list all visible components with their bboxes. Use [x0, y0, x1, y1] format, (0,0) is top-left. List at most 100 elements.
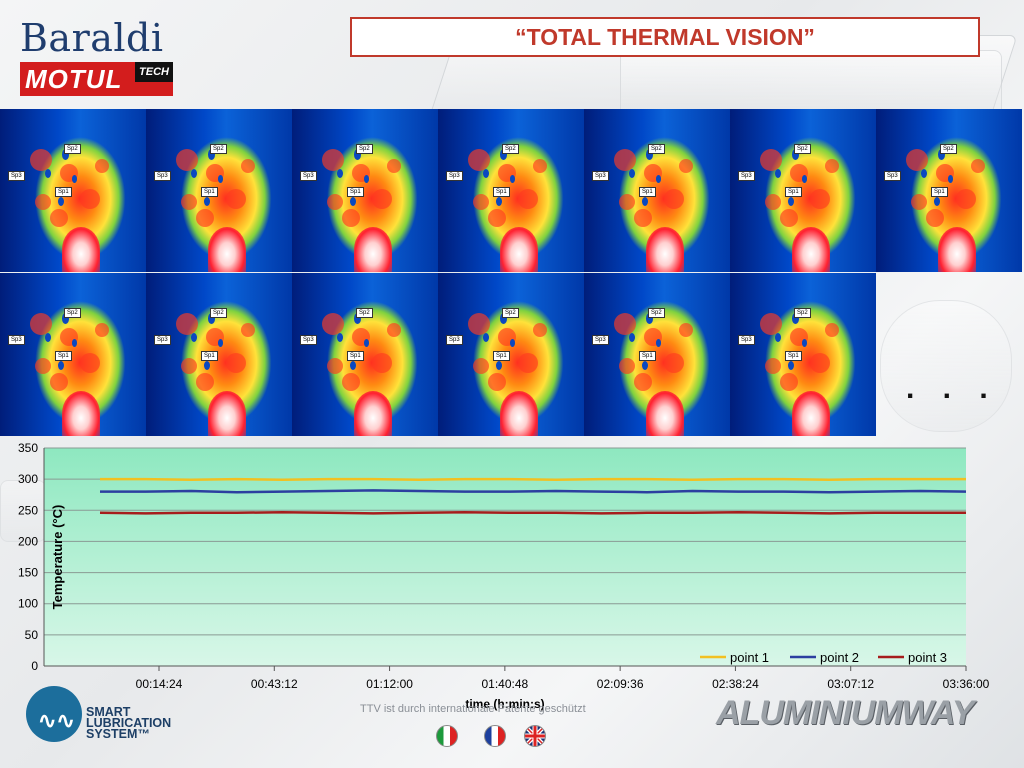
sls-wordmark: SMART LUBRICATION SYSTEM™: [86, 706, 172, 741]
hot-spot: [342, 373, 360, 391]
aluminiumway-logo: ALUMINIUMWAY: [716, 694, 974, 732]
thermal-image: Sp1 Sp2 Sp3: [0, 273, 146, 436]
cold-spot: [642, 197, 648, 206]
hot-spot: [926, 209, 944, 227]
hot-spot: [50, 209, 68, 227]
legend-label-1: point 1: [730, 650, 769, 665]
hot-spot: [95, 323, 109, 337]
spot-marker-sp1: Sp1: [201, 351, 218, 361]
sls-line-2: LUBRICATION: [86, 716, 172, 730]
hot-core: [500, 391, 538, 436]
hot-spot: [80, 189, 100, 209]
spot-marker-sp2: Sp2: [64, 144, 81, 154]
cold-spot: [364, 175, 369, 183]
spot-marker-sp1: Sp1: [55, 187, 72, 197]
uk-flag-icon[interactable]: [524, 725, 546, 747]
hot-spot: [760, 149, 782, 171]
cold-spot: [802, 175, 807, 183]
thermal-image: Sp1 Sp2 Sp3: [146, 273, 292, 436]
hot-spot: [664, 353, 684, 373]
hot-spot: [241, 159, 255, 173]
spot-marker-sp2: Sp2: [356, 144, 373, 154]
cold-spot: [364, 339, 369, 347]
hot-spot: [387, 323, 401, 337]
cold-spot: [337, 333, 343, 342]
hot-spot: [322, 149, 344, 171]
spot-marker-sp3: Sp3: [154, 335, 171, 345]
hot-spot: [518, 189, 538, 209]
italian-flag-icon[interactable]: [436, 725, 458, 747]
hot-spot: [473, 358, 489, 374]
spot-marker-sp2: Sp2: [502, 144, 519, 154]
cold-spot: [934, 197, 940, 206]
spot-marker-sp1: Sp1: [785, 351, 802, 361]
hot-spot: [518, 353, 538, 373]
hot-spot: [488, 373, 506, 391]
cold-spot: [350, 197, 356, 206]
hot-core: [354, 227, 392, 272]
x-tick-label: 02:38:24: [712, 677, 759, 691]
hot-spot: [181, 358, 197, 374]
y-tick-label: 50: [25, 628, 39, 642]
spot-marker-sp2: Sp2: [356, 308, 373, 318]
series-line-3: [99, 510, 966, 515]
hot-spot: [322, 313, 344, 335]
cold-spot: [218, 175, 223, 183]
hot-spot: [780, 209, 798, 227]
hot-spot: [825, 323, 839, 337]
spot-marker-sp2: Sp2: [648, 144, 665, 154]
series-line-1: [100, 477, 966, 482]
spot-marker-sp2: Sp2: [794, 308, 811, 318]
sls-line-3: SYSTEM™: [86, 727, 150, 741]
cold-spot: [921, 169, 927, 178]
hot-spot: [810, 189, 830, 209]
french-flag-icon[interactable]: [484, 725, 506, 747]
cold-spot: [204, 197, 210, 206]
hot-spot: [679, 323, 693, 337]
cold-spot: [337, 169, 343, 178]
spot-marker-sp1: Sp1: [201, 187, 218, 197]
hot-spot: [468, 149, 490, 171]
cold-spot: [191, 333, 197, 342]
spot-marker-sp1: Sp1: [347, 351, 364, 361]
spot-marker-sp3: Sp3: [8, 171, 25, 181]
hot-core: [62, 391, 100, 436]
hot-spot: [533, 159, 547, 173]
cold-spot: [629, 333, 635, 342]
spot-marker-sp3: Sp3: [446, 335, 463, 345]
cold-spot: [483, 169, 489, 178]
spot-marker-sp1: Sp1: [493, 351, 510, 361]
hot-spot: [971, 159, 985, 173]
hot-core: [646, 391, 684, 436]
spot-marker-sp2: Sp2: [940, 144, 957, 154]
hot-core: [646, 227, 684, 272]
y-tick-label: 250: [18, 503, 38, 517]
cold-spot: [218, 339, 223, 347]
spot-marker-sp1: Sp1: [639, 351, 656, 361]
hot-core: [62, 227, 100, 272]
spot-marker-sp3: Sp3: [8, 335, 25, 345]
cold-spot: [208, 313, 215, 324]
thermal-image: Sp1 Sp2 Sp3: [730, 273, 876, 436]
cold-spot: [788, 361, 794, 370]
y-tick-label: 100: [18, 597, 38, 611]
hot-spot: [241, 323, 255, 337]
hot-core: [792, 227, 830, 272]
cold-spot: [354, 149, 361, 160]
x-tick-label: 01:12:00: [366, 677, 413, 691]
cold-spot: [204, 361, 210, 370]
thermal-image: Sp1 Sp2 Sp3: [584, 273, 730, 436]
hot-spot: [342, 209, 360, 227]
background-panel: [880, 300, 1012, 432]
hot-core: [792, 391, 830, 436]
thermal-image: Sp1 Sp2 Sp3: [730, 109, 876, 272]
spot-marker-sp3: Sp3: [592, 171, 609, 181]
hot-core: [938, 227, 976, 272]
spot-marker-sp2: Sp2: [64, 308, 81, 318]
cold-spot: [792, 313, 799, 324]
spot-marker-sp1: Sp1: [493, 187, 510, 197]
patent-note: TTV ist durch internationale Patente ges…: [360, 703, 586, 715]
sls-wave-icon: ∿∿: [38, 708, 75, 733]
hot-spot: [196, 209, 214, 227]
cold-spot: [510, 175, 515, 183]
